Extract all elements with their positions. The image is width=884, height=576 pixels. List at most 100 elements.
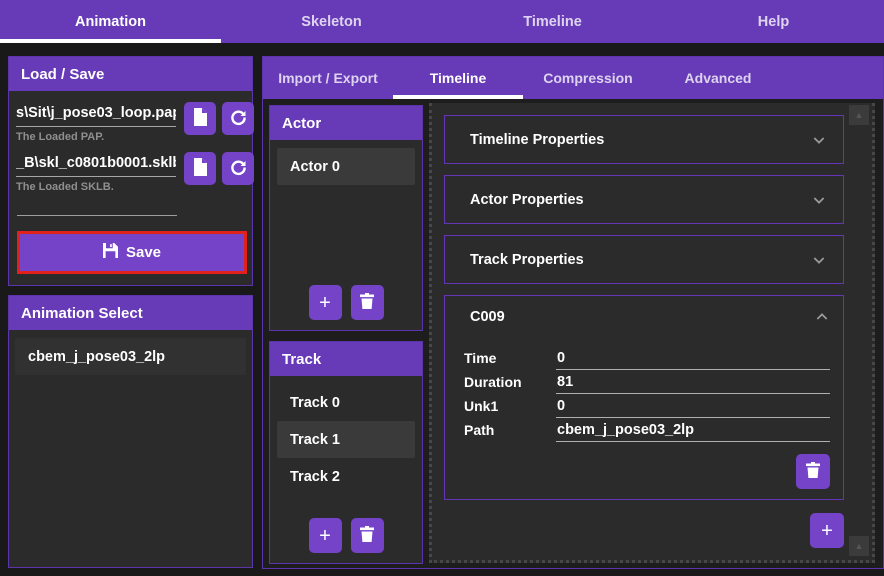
track-item-label: Track 2 xyxy=(290,468,340,485)
tab-compression[interactable]: Compression xyxy=(523,57,653,99)
pap-reload-button[interactable] xyxy=(222,102,254,135)
duration-input[interactable]: 81 xyxy=(556,374,830,394)
plus-icon: + xyxy=(821,519,833,542)
unk1-input[interactable]: 0 xyxy=(556,398,830,418)
time-input[interactable]: 0 xyxy=(556,350,830,370)
delete-actor-button[interactable] xyxy=(350,285,384,320)
panel-title: Load / Save xyxy=(21,65,105,83)
path-input[interactable]: cbem_j_pose03_2lp xyxy=(556,422,830,442)
field-row-path: Path cbem_j_pose03_2lp xyxy=(464,419,830,442)
panel-title: Actor xyxy=(282,114,322,132)
accordion-track-properties[interactable]: Track Properties xyxy=(444,235,844,284)
add-actor-button[interactable]: + xyxy=(308,285,342,320)
empty-field-underline[interactable] xyxy=(17,215,177,216)
pap-helper-text: The Loaded PAP. xyxy=(16,131,105,143)
save-highlight-box: Save xyxy=(17,231,247,274)
nav-tab-label: Help xyxy=(757,13,790,30)
plus-icon: + xyxy=(319,524,331,547)
accordion-title: Track Properties xyxy=(470,251,584,268)
actor-panel-header: Actor xyxy=(270,106,422,140)
trash-icon xyxy=(360,526,374,545)
entry-title: C009 xyxy=(470,309,505,325)
nav-tab-help[interactable]: Help xyxy=(663,0,884,43)
chevron-down-icon xyxy=(811,192,827,208)
load-save-header: Load / Save xyxy=(9,57,252,91)
nav-tab-skeleton[interactable]: Skeleton xyxy=(221,0,442,43)
scroll-down-button[interactable]: ▲ xyxy=(849,536,869,556)
panel-title: Track xyxy=(282,350,322,368)
accordion-title: Timeline Properties xyxy=(470,131,605,148)
track-list-item[interactable]: Track 0 xyxy=(277,384,415,421)
sklb-path-input[interactable]: _B\skl_c0801b0001.sklb xyxy=(16,149,176,177)
chevron-up-icon xyxy=(814,309,830,325)
active-tab-indicator xyxy=(0,39,221,43)
editor-tab-label: Timeline xyxy=(429,70,487,86)
nav-tab-timeline[interactable]: Timeline xyxy=(442,0,663,43)
load-save-panel: Load / Save s\Sit\j_pose03_loop.pap The … xyxy=(8,56,254,286)
accordion-timeline-properties[interactable]: Timeline Properties xyxy=(444,115,844,164)
delete-entry-button[interactable] xyxy=(796,454,830,489)
trash-icon xyxy=(360,293,374,312)
properties-scroll-area: ▲ ▲ Timeline Properties Actor Properties… xyxy=(429,103,875,563)
field-label: Path xyxy=(464,422,495,438)
trash-icon xyxy=(806,462,820,481)
plus-icon: + xyxy=(319,291,331,314)
editor-tab-label: Compression xyxy=(543,70,633,86)
entry-c009-panel: C009 Time 0 Duration 81 Unk1 0 xyxy=(444,295,844,500)
field-row-unk1: Unk1 0 xyxy=(464,395,830,418)
track-item-label: Track 1 xyxy=(290,431,340,448)
actor-list-item[interactable]: Actor 0 xyxy=(277,148,415,185)
active-tab-indicator xyxy=(393,95,523,99)
editor-tab-label: Import / Export xyxy=(278,70,378,86)
delete-track-button[interactable] xyxy=(350,518,384,553)
accordion-title: Actor Properties xyxy=(470,191,584,208)
panel-title: Animation Select xyxy=(21,304,143,322)
nav-tab-label: Timeline xyxy=(523,13,582,30)
track-list-item[interactable]: Track 2 xyxy=(277,458,415,495)
track-panel-header: Track xyxy=(270,342,422,376)
editor-tab-bar: Import / Export Timeline Compression Adv… xyxy=(263,57,883,99)
field-row-duration: Duration 81 xyxy=(464,371,830,394)
animation-select-panel: Animation Select cbem_j_pose03_2lp xyxy=(8,295,253,568)
tab-advanced[interactable]: Advanced xyxy=(653,57,783,99)
track-panel: Track Track 0 Track 1 Track 2 + xyxy=(269,341,423,564)
accordion-actor-properties[interactable]: Actor Properties xyxy=(444,175,844,224)
nav-tab-label: Animation xyxy=(75,13,146,30)
chevron-down-icon xyxy=(811,252,827,268)
actor-item-label: Actor 0 xyxy=(290,158,340,175)
pap-row: s\Sit\j_pose03_loop.pap The Loaded PAP. xyxy=(16,99,254,143)
field-label: Duration xyxy=(464,374,522,390)
top-nav-bar: Animation Skeleton Timeline Help xyxy=(0,0,884,43)
tab-timeline[interactable]: Timeline xyxy=(393,57,523,99)
save-button-label: Save xyxy=(125,244,162,261)
animation-select-header: Animation Select xyxy=(9,296,252,330)
entry-c009-header[interactable]: C009 xyxy=(464,309,830,325)
sklb-row: _B\skl_c0801b0001.sklb The Loaded SKLB. xyxy=(16,149,254,193)
refresh-icon xyxy=(230,109,247,129)
nav-tab-animation[interactable]: Animation xyxy=(0,0,221,43)
animation-item-label: cbem_j_pose03_2lp xyxy=(28,348,166,365)
tab-import-export[interactable]: Import / Export xyxy=(263,57,393,99)
animation-list-item[interactable]: cbem_j_pose03_2lp xyxy=(15,338,246,375)
add-track-button[interactable]: + xyxy=(308,518,342,553)
sklb-reload-button[interactable] xyxy=(222,152,254,185)
save-button[interactable]: Save xyxy=(20,234,244,271)
editor-tab-label: Advanced xyxy=(684,70,752,86)
add-entry-button[interactable]: + xyxy=(810,513,844,548)
sklb-browse-button[interactable] xyxy=(184,152,216,185)
track-item-label: Track 0 xyxy=(290,394,340,411)
chevron-down-icon xyxy=(811,132,827,148)
editor-container: Import / Export Timeline Compression Adv… xyxy=(262,56,884,569)
file-icon xyxy=(192,108,208,129)
floppy-save-icon xyxy=(102,243,118,262)
pap-browse-button[interactable] xyxy=(184,102,216,135)
scroll-up-button[interactable]: ▲ xyxy=(849,105,869,125)
sklb-helper-text: The Loaded SKLB. xyxy=(16,181,114,193)
field-row-time: Time 0 xyxy=(464,347,830,370)
field-label: Unk1 xyxy=(464,398,499,414)
track-list-item[interactable]: Track 1 xyxy=(277,421,415,458)
pap-path-input[interactable]: s\Sit\j_pose03_loop.pap xyxy=(16,99,176,127)
refresh-icon xyxy=(230,159,247,179)
file-icon xyxy=(192,158,208,179)
actor-panel: Actor Actor 0 + xyxy=(269,105,423,331)
